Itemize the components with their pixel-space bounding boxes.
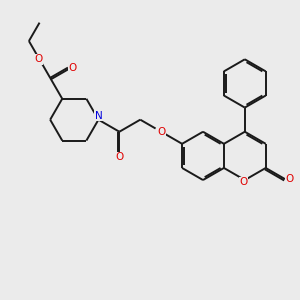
Text: O: O [34,55,42,64]
Text: O: O [286,174,294,184]
Text: O: O [239,177,248,188]
Text: O: O [68,63,77,73]
Text: N: N [94,110,102,121]
Text: O: O [115,152,124,162]
Text: O: O [157,127,165,137]
Text: N: N [94,110,102,121]
